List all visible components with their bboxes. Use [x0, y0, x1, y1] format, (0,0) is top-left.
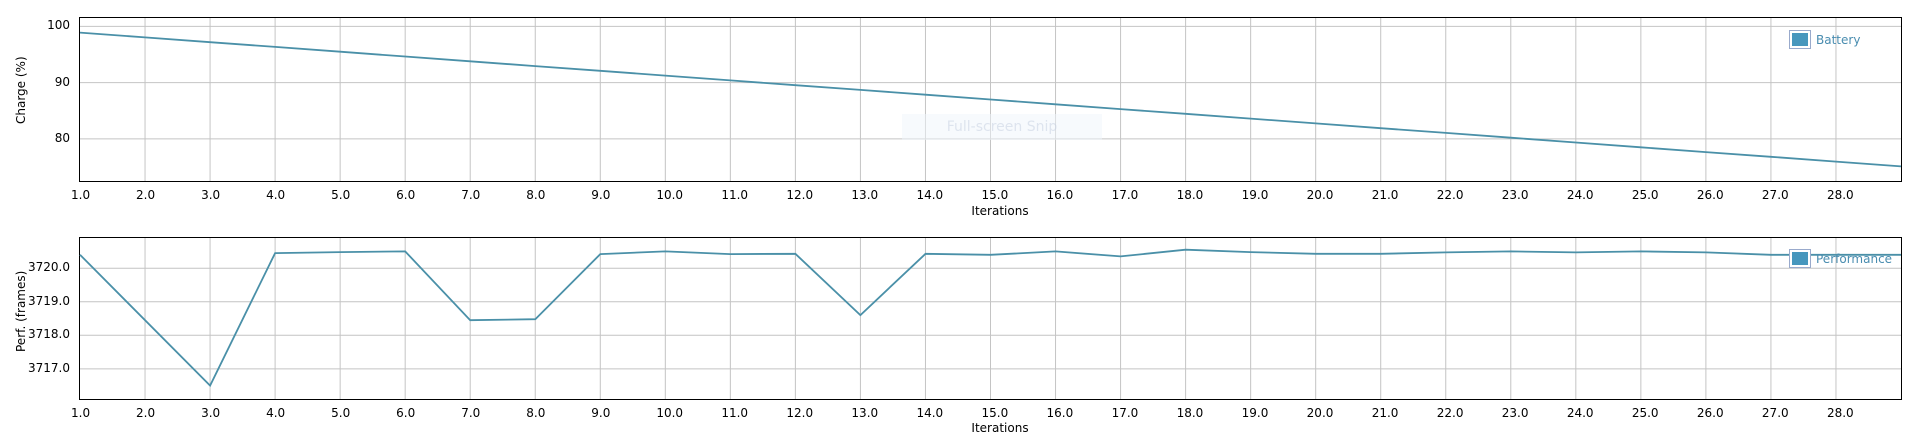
x-tick-label: 8.0	[526, 406, 546, 420]
y-tick-label: 3720.0	[28, 260, 70, 275]
performance-x-axis-label: Iterations	[971, 421, 1029, 435]
x-tick-label: 25.0	[1631, 188, 1659, 202]
x-tick-label: 15.0	[981, 406, 1009, 420]
performance-legend-label: Performance	[1816, 251, 1893, 266]
x-tick-label: 4.0	[266, 188, 286, 202]
x-tick-label: 9.0	[591, 406, 611, 420]
x-tick-label: 18.0	[1176, 406, 1204, 420]
y-tick-label: 90	[54, 74, 70, 89]
x-tick-label: 11.0	[721, 406, 749, 420]
snip-overlay: Full-screen Snip	[902, 114, 1102, 140]
x-tick-label: 27.0	[1761, 406, 1789, 420]
x-tick-label: 6.0	[396, 406, 416, 420]
x-tick-label: 24.0	[1566, 188, 1594, 202]
performance-legend[interactable]: Performance	[1789, 249, 1893, 268]
x-tick-label: 2.0	[136, 406, 156, 420]
series-line	[79, 31, 1902, 168]
series-line	[79, 248, 1901, 388]
x-tick-label: 24.0	[1566, 406, 1594, 420]
x-tick-label: 21.0	[1371, 406, 1399, 420]
x-tick-label: 3.0	[201, 406, 221, 420]
x-tick-label: 18.0	[1176, 188, 1204, 202]
x-tick-label: 25.0	[1631, 406, 1659, 420]
x-tick-label: 6.0	[396, 188, 416, 202]
x-tick-label: 9.0	[591, 188, 611, 202]
x-tick-label: 12.0	[786, 188, 814, 202]
performance-chart: Perf. (frames) 3720.0 3719.0 3718.0 3717.0 …	[0, 220, 1920, 437]
battery-chart: Charge (%) 100 90 80 1.0 2.0 3.0 4.0 5.0 6.0 7.0…	[14, 17, 1902, 218]
performance-legend-swatch-icon	[1789, 249, 1811, 268]
x-tick-label: 28.0	[1826, 188, 1854, 202]
y-tick-label: 3718.0	[28, 327, 70, 342]
performance-line-svg	[79, 238, 1901, 399]
x-tick-label: 22.0	[1436, 188, 1464, 202]
x-tick-label: 12.0	[786, 406, 814, 420]
x-tick-label: 19.0	[1241, 406, 1269, 420]
x-tick-label: 21.0	[1371, 188, 1399, 202]
y-tick-label: 3717.0	[28, 360, 70, 375]
x-tick-label: 5.0	[331, 188, 351, 202]
x-tick-label: 1.0	[71, 188, 91, 202]
x-tick-label: 23.0	[1501, 188, 1529, 202]
y-tick-label: 80	[54, 130, 70, 145]
x-tick-label: 10.0	[656, 406, 684, 420]
x-tick-label: 3.0	[201, 188, 221, 202]
x-tick-label: 16.0	[1046, 406, 1074, 420]
x-tick-label: 2.0	[136, 188, 156, 202]
x-tick-label: 13.0	[851, 406, 879, 420]
x-tick-label: 10.0	[656, 188, 684, 202]
x-tick-label: 14.0	[916, 406, 944, 420]
y-tick-label: 100	[47, 18, 70, 33]
x-tick-label: 1.0	[71, 406, 91, 420]
battery-legend-swatch-icon	[1789, 30, 1811, 49]
x-tick-label: 8.0	[526, 188, 546, 202]
x-tick-label: 22.0	[1436, 406, 1464, 420]
battery-legend[interactable]: Battery	[1789, 30, 1861, 49]
x-tick-label: 19.0	[1241, 188, 1269, 202]
battery-line-svg	[79, 18, 1902, 181]
x-tick-label: 7.0	[461, 188, 481, 202]
x-tick-label: 17.0	[1111, 406, 1139, 420]
x-tick-label: 20.0	[1306, 188, 1334, 202]
x-tick-label: 20.0	[1306, 406, 1334, 420]
x-tick-label: 17.0	[1111, 188, 1139, 202]
x-tick-label: 26.0	[1696, 406, 1724, 420]
battery-legend-label: Battery	[1816, 32, 1861, 47]
x-tick-label: 23.0	[1501, 406, 1529, 420]
x-tick-label: 4.0	[266, 406, 286, 420]
x-tick-label: 28.0	[1826, 406, 1854, 420]
y-tick-label: 3719.0	[28, 293, 70, 308]
x-tick-label: 7.0	[461, 406, 481, 420]
battery-x-axis-label: Iterations	[971, 204, 1029, 218]
x-tick-label: 26.0	[1696, 188, 1724, 202]
x-tick-label: 27.0	[1761, 188, 1789, 202]
x-tick-label: 5.0	[331, 406, 351, 420]
x-tick-label: 11.0	[721, 188, 749, 202]
x-tick-label: 15.0	[981, 188, 1009, 202]
x-tick-label: 13.0	[851, 188, 879, 202]
x-tick-label: 16.0	[1046, 188, 1074, 202]
x-tick-label: 14.0	[916, 188, 944, 202]
